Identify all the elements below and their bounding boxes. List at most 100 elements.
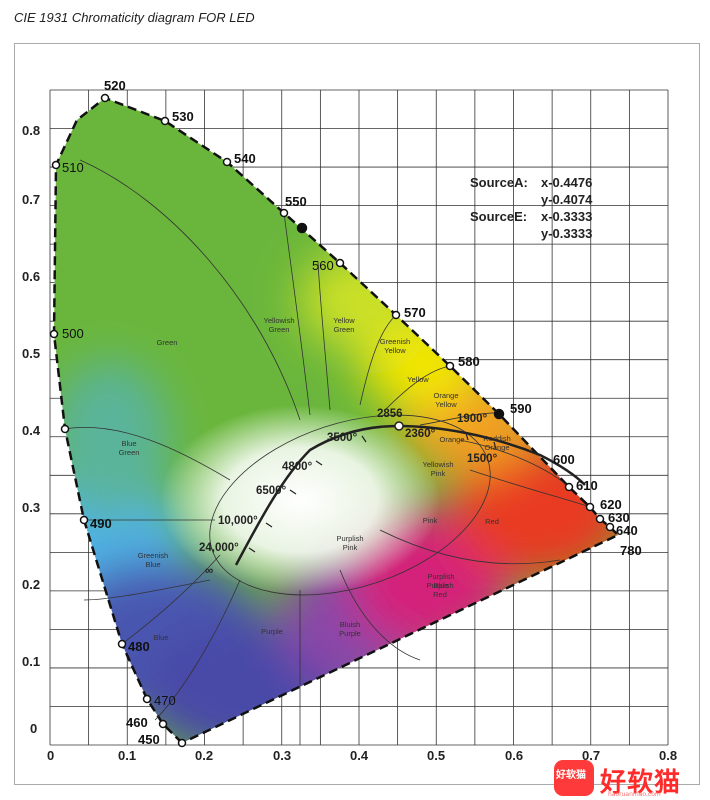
cct-label: 1900° bbox=[457, 413, 488, 425]
locus-marker bbox=[222, 157, 232, 167]
x-tick-label: 0.5 bbox=[427, 748, 445, 763]
source-a-y: y-0.4074 bbox=[541, 192, 593, 207]
watermark-badge-icon bbox=[554, 760, 594, 796]
wavelength-label: 490 bbox=[90, 516, 112, 531]
region-labels: Green Yellowish Green Yellow Green Greenish Ye… bbox=[119, 316, 511, 642]
locus-marker bbox=[49, 329, 59, 339]
region-label: Pink bbox=[423, 516, 438, 525]
x-tick-label: 0.3 bbox=[273, 748, 291, 763]
x-tick-label: 0.4 bbox=[350, 748, 369, 763]
x-tick-label: 0.2 bbox=[195, 748, 213, 763]
watermark: 好软猫 好软猫 haoruanmao.com bbox=[550, 752, 710, 800]
region-label: Yellow Green bbox=[333, 316, 355, 334]
source-a-x: x-0.4476 bbox=[541, 175, 592, 190]
y-tick-label: 0 bbox=[30, 721, 37, 736]
wavelength-label: 530 bbox=[172, 109, 194, 124]
cct-label: 10,000° bbox=[218, 515, 258, 527]
locus-marker bbox=[391, 310, 401, 320]
x-tick-label: 0.6 bbox=[505, 748, 523, 763]
locus-marker bbox=[564, 482, 574, 492]
watermark-text: 好软猫 bbox=[600, 768, 682, 798]
region-label: Bluish Purple bbox=[339, 620, 361, 638]
y-tick-label: 0.4 bbox=[22, 423, 41, 438]
region-label: Orange bbox=[439, 435, 464, 444]
source-e-name: SourceE: bbox=[470, 209, 527, 224]
source-e-y: y-0.3333 bbox=[541, 226, 592, 241]
wavelength-label: 620 bbox=[600, 497, 622, 512]
locus-marker bbox=[142, 694, 152, 704]
locus-marker bbox=[160, 116, 170, 126]
x-tick-label: 0 bbox=[47, 748, 54, 763]
cct-label: 1500° bbox=[467, 453, 498, 465]
region-label: Yellow bbox=[407, 375, 429, 384]
wavelength-label: 540 bbox=[234, 151, 256, 166]
wavelength-label: 600 bbox=[553, 452, 575, 467]
x-tick-label: 0.7 bbox=[582, 748, 600, 763]
wavelength-label: 500 bbox=[62, 326, 84, 341]
locus-marker bbox=[117, 639, 127, 649]
wavelength-label: 450 bbox=[138, 732, 160, 747]
region-label: Purplish Pink bbox=[336, 534, 363, 552]
y-tick-label: 0.1 bbox=[22, 654, 40, 669]
wavelength-label: 640 bbox=[616, 523, 638, 538]
locus-marker bbox=[158, 719, 168, 729]
region-label: Yellowish Pink bbox=[423, 460, 454, 478]
region-boundaries bbox=[64, 159, 591, 745]
locus-marker bbox=[279, 208, 289, 218]
cct-label: 4800° bbox=[282, 461, 313, 473]
wavelength-label: 480 bbox=[128, 639, 150, 654]
locus-markers bbox=[49, 93, 615, 748]
wavelength-label: 610 bbox=[576, 478, 598, 493]
wavelength-label: 550 bbox=[285, 194, 307, 209]
source-annotation: SourceA: x-0.4476 y-0.4074 SourceE: x-0.… bbox=[470, 175, 593, 241]
locus-marker bbox=[595, 514, 605, 524]
wavelength-label: 520 bbox=[104, 78, 126, 93]
cct-label: 2360° bbox=[405, 428, 436, 440]
region-label: Purple bbox=[261, 627, 283, 636]
cct-label: ∞ bbox=[205, 565, 213, 577]
wavelength-label: 580 bbox=[458, 354, 480, 369]
region-label: Greenish Blue bbox=[138, 551, 168, 569]
locus-marker bbox=[335, 258, 345, 268]
planckian-locus bbox=[234, 421, 586, 566]
locus-marker-filled bbox=[493, 408, 505, 420]
axis-tick-labels: 0 0.1 0.2 0.3 0.4 0.5 0.6 0.7 0.8 0 0.1 0.2 0.3 0.4 0.… bbox=[22, 123, 677, 763]
locus-marker bbox=[51, 160, 61, 170]
wavelength-label: 570 bbox=[404, 305, 426, 320]
region-label: Blue Green bbox=[119, 439, 140, 457]
wavelength-label: 560 bbox=[312, 258, 334, 273]
y-tick-label: 0.2 bbox=[22, 577, 40, 592]
locus-marker bbox=[177, 738, 187, 748]
locus-marker bbox=[60, 424, 70, 434]
region-label: Yellowish Green bbox=[264, 316, 295, 334]
source-a-name: SourceA: bbox=[470, 175, 528, 190]
y-tick-label: 0.6 bbox=[22, 269, 40, 284]
locus-marker bbox=[79, 515, 89, 525]
region-label: Blue bbox=[153, 633, 168, 642]
cct-label: 6500° bbox=[256, 485, 287, 497]
y-tick-label: 0.8 bbox=[22, 123, 40, 138]
locus-marker-filled bbox=[296, 222, 308, 234]
y-tick-label: 0.5 bbox=[22, 346, 40, 361]
x-tick-label: 0.8 bbox=[659, 748, 677, 763]
locus-marker bbox=[100, 93, 110, 103]
region-label: Green bbox=[157, 338, 178, 347]
wavelength-label: 630 bbox=[608, 510, 630, 525]
source-e-x: x-0.3333 bbox=[541, 209, 592, 224]
cct-label: 3500° bbox=[327, 432, 358, 444]
region-label: Reddish Orange bbox=[483, 434, 511, 452]
wavelength-label: 460 bbox=[126, 715, 148, 730]
wavelength-label: 780 bbox=[620, 543, 642, 558]
locus-marker bbox=[605, 522, 615, 532]
wavelength-label: 510 bbox=[62, 160, 84, 175]
region-label: Red bbox=[485, 517, 499, 526]
figure-frame bbox=[14, 43, 700, 785]
wavelength-labels: 450 460 470 480 490 500 510 520 530 540 550 560 570 5… bbox=[62, 78, 642, 747]
diagram-title: CIE 1931 Chromaticity diagram FOR LED bbox=[14, 10, 255, 25]
cct-label: 2856 bbox=[377, 408, 403, 420]
wavelength-label: 590 bbox=[510, 401, 532, 416]
y-tick-label: 0.3 bbox=[22, 500, 40, 515]
region-label: Purplish Blue bbox=[427, 572, 454, 590]
